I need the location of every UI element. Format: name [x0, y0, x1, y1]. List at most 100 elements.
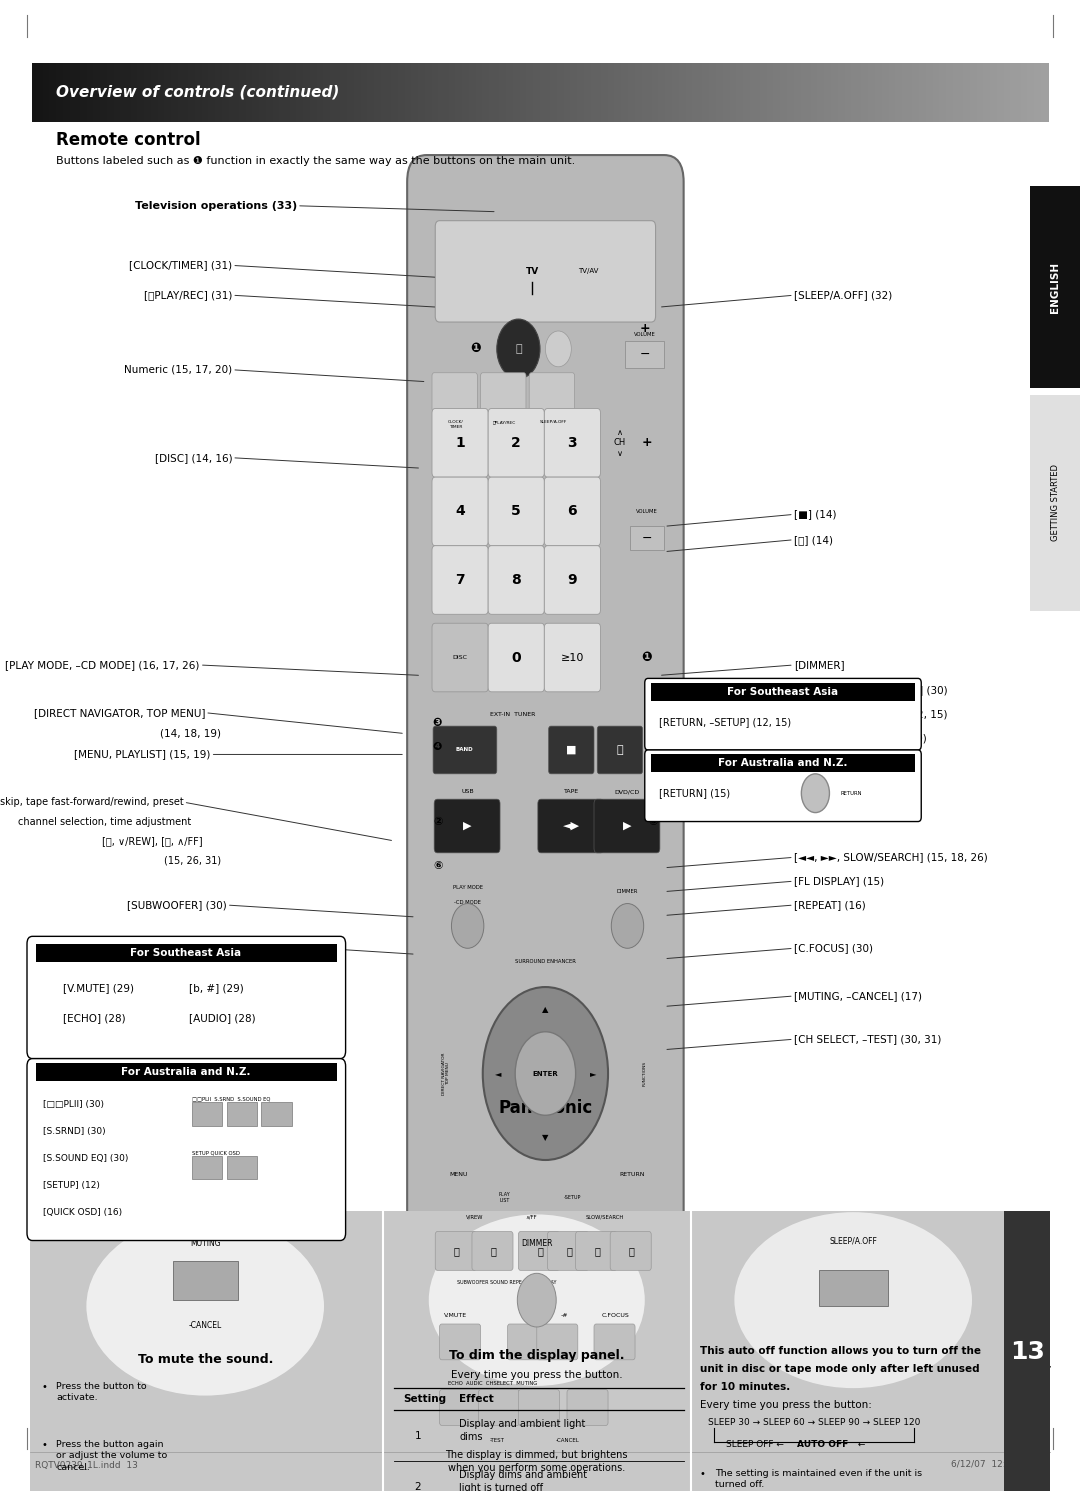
FancyBboxPatch shape [478, 1390, 519, 1425]
Bar [537, 63, 541, 122]
Bar [600, 63, 606, 122]
Bar [1003, 63, 1008, 122]
Text: ⓒPLAY/REC: ⓒPLAY/REC [492, 420, 516, 425]
Bar [757, 63, 761, 122]
Bar [726, 63, 730, 122]
Text: [DIRECT NAVIGATOR, TOP MENU]: [DIRECT NAVIGATOR, TOP MENU] [33, 708, 205, 717]
Bar [107, 63, 111, 122]
FancyBboxPatch shape [645, 750, 921, 822]
FancyBboxPatch shape [576, 1232, 617, 1270]
Bar [615, 63, 619, 122]
Bar [218, 63, 222, 122]
Bar [1014, 63, 1018, 122]
Text: 13: 13 [1010, 1340, 1044, 1364]
Text: ⏻: ⏻ [515, 344, 522, 353]
Text: [▲, ▼, ◄, ►], [ENTER] (12, 15): [▲, ▼, ◄, ►], [ENTER] (12, 15) [794, 710, 947, 719]
Bar [370, 63, 375, 122]
Bar [272, 63, 278, 122]
Text: 3: 3 [568, 435, 577, 450]
Text: V/REW: V/REW [467, 1214, 484, 1220]
Text: •: • [700, 1469, 705, 1479]
Text: [⏸] (14): [⏸] (14) [794, 535, 833, 544]
Bar [635, 63, 639, 122]
Bar [608, 63, 612, 122]
Bar [347, 63, 352, 122]
Bar [841, 63, 846, 122]
Bar [208, 63, 213, 122]
Text: -#: -# [562, 1312, 568, 1318]
Text: −: − [639, 349, 650, 361]
Text: ⏸: ⏸ [617, 746, 623, 754]
Bar [819, 1270, 888, 1306]
FancyBboxPatch shape [440, 1324, 481, 1360]
Bar [36, 944, 337, 962]
Bar [675, 63, 679, 122]
Bar [665, 63, 670, 122]
Text: (14, 18, 19): (14, 18, 19) [161, 729, 221, 738]
Bar [662, 63, 666, 122]
Text: [FL DISPLAY] (15): [FL DISPLAY] (15) [794, 877, 883, 886]
Bar [418, 63, 422, 122]
Bar [313, 63, 318, 122]
Text: C.FOCUS: C.FOCUS [602, 1312, 630, 1318]
Text: Display and ambient light
dims: Display and ambient light dims [459, 1419, 585, 1442]
Bar [171, 63, 176, 122]
Text: SLOW/SEARCH: SLOW/SEARCH [585, 1214, 624, 1220]
Bar [557, 63, 562, 122]
FancyBboxPatch shape [435, 221, 656, 322]
Bar [764, 63, 768, 122]
Bar [621, 63, 625, 122]
Bar [808, 63, 812, 122]
Text: 7: 7 [456, 573, 464, 587]
Circle shape [451, 904, 484, 948]
Text: Setting: Setting [403, 1394, 446, 1403]
Text: •: • [41, 1382, 46, 1393]
Bar [692, 63, 697, 122]
Bar [872, 63, 876, 122]
Circle shape [517, 1273, 556, 1327]
Bar [967, 63, 971, 122]
Bar [235, 63, 240, 122]
Text: [DISC] (14, 16): [DISC] (14, 16) [154, 453, 232, 462]
Bar [513, 63, 517, 122]
Text: Buttons labeled such as ❶ function in exactly the same way as the buttons on the: Buttons labeled such as ❶ function in ex… [56, 157, 576, 166]
Text: Effect: Effect [459, 1394, 494, 1403]
Bar [605, 63, 609, 122]
Bar [733, 63, 738, 122]
Bar [523, 63, 527, 122]
Text: ENTER: ENTER [532, 1071, 558, 1077]
Bar [1000, 63, 1004, 122]
Bar [696, 63, 700, 122]
Text: ▶: ▶ [463, 822, 472, 830]
FancyBboxPatch shape [472, 1232, 513, 1270]
Bar [394, 63, 399, 122]
Text: ⏮: ⏮ [454, 1246, 460, 1255]
Text: To mute the sound.: To mute the sound. [137, 1354, 273, 1366]
Bar [364, 63, 368, 122]
Bar [624, 63, 629, 122]
Bar [459, 63, 463, 122]
Text: ECHO  AUDIC  CHSELECT  MUTING: ECHO AUDIC CHSELECT MUTING [448, 1381, 538, 1387]
Text: [SUBWOOFER] (30): [SUBWOOFER] (30) [127, 901, 227, 910]
Bar [296, 63, 301, 122]
Bar [259, 63, 264, 122]
FancyBboxPatch shape [594, 1324, 635, 1360]
Bar [902, 63, 906, 122]
Bar [702, 63, 707, 122]
Text: [DIMMER]: [DIMMER] [794, 661, 845, 669]
Text: [SETUP] (12): [SETUP] (12) [43, 1181, 100, 1190]
Bar [976, 63, 981, 122]
Text: FUNCTIONS: FUNCTIONS [643, 1062, 647, 1085]
Bar [503, 63, 508, 122]
Text: [V.MUTE] (29): [V.MUTE] (29) [63, 984, 134, 993]
Bar [232, 63, 237, 122]
Text: [S.SOUND EQ] (30): [S.SOUND EQ] (30) [43, 1154, 129, 1163]
Text: for 10 minutes.: for 10 minutes. [700, 1382, 791, 1391]
Bar [242, 63, 246, 122]
Bar [534, 63, 538, 122]
Bar [316, 63, 321, 122]
FancyBboxPatch shape [27, 936, 346, 1059]
Bar [42, 63, 48, 122]
Bar [862, 63, 866, 122]
Bar [117, 63, 121, 122]
